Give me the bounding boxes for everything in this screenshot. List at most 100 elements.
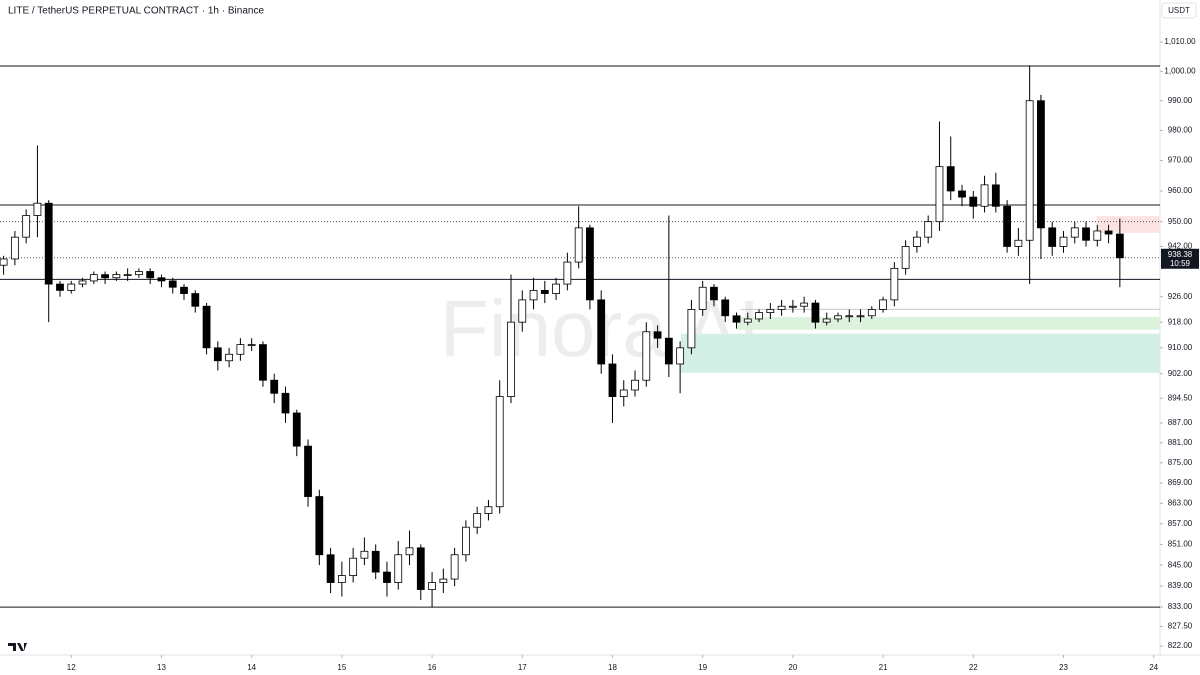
- candle-body: [89, 274, 98, 282]
- candle-body: [337, 575, 346, 583]
- x-tick-label: 13: [157, 663, 166, 672]
- candle-body: [123, 274, 132, 277]
- candle-body: [168, 280, 177, 288]
- candle-body: [1104, 230, 1113, 235]
- candle-body: [180, 286, 188, 294]
- y-tick-label: 970.00: [1168, 156, 1193, 165]
- candle-body: [597, 299, 606, 365]
- candle-body: [259, 344, 267, 381]
- last-price-box: [1161, 248, 1199, 269]
- x-tick-label: 17: [518, 663, 527, 672]
- candle-body: [619, 389, 628, 397]
- zone: [736, 317, 1160, 330]
- candle-body: [405, 547, 414, 556]
- candle-body: [552, 283, 560, 294]
- candle-body: [78, 280, 87, 285]
- y-tick-label: 851.00: [1168, 540, 1193, 549]
- candle-body: [710, 286, 718, 301]
- candle-body: [236, 344, 245, 355]
- candle-body: [991, 184, 1000, 207]
- candle-body: [1003, 205, 1012, 247]
- candle-body: [101, 274, 109, 279]
- chart-title: LITE / TetherUS PERPETUAL CONTRACT · 1h …: [8, 6, 264, 17]
- countdown: 10:59: [1170, 259, 1191, 268]
- candle-body: [315, 496, 324, 556]
- candle-body: [653, 331, 662, 339]
- candle-body: [879, 299, 887, 310]
- candle-body: [270, 379, 279, 394]
- candle-body: [1025, 100, 1034, 241]
- y-tick-label: 990.00: [1168, 96, 1193, 105]
- candle-body: [664, 337, 673, 365]
- candle-body: [755, 312, 763, 320]
- candle-body: [247, 344, 256, 347]
- candle-body: [901, 246, 910, 269]
- x-tick-label: 14: [247, 663, 256, 672]
- x-tick-label: 21: [879, 663, 888, 672]
- y-tick-label: 926.00: [1168, 292, 1193, 301]
- candle-body: [157, 277, 166, 282]
- candle-body: [225, 353, 234, 362]
- candle-body: [439, 578, 448, 583]
- candle-body: [958, 190, 966, 198]
- y-tick-label: 845.00: [1168, 560, 1193, 569]
- x-tick-label: 23: [1059, 663, 1068, 672]
- x-tick-label: 15: [337, 663, 346, 672]
- candle-body: [518, 299, 527, 323]
- candle-body: [777, 305, 786, 310]
- y-tick-label: 942.00: [1168, 242, 1193, 251]
- candle-body: [856, 315, 865, 318]
- candle-body: [10, 236, 19, 260]
- candle-body: [935, 166, 944, 223]
- y-tick-label: 960.00: [1168, 186, 1193, 195]
- candle-body: [766, 309, 775, 313]
- candle-body: [495, 396, 504, 508]
- candle-body: [450, 554, 459, 580]
- x-tick-label: 12: [67, 663, 76, 672]
- candle-body: [135, 271, 143, 276]
- last-price: 938.38: [1168, 250, 1193, 259]
- candle-body: [22, 215, 31, 238]
- x-tick-label: 19: [698, 663, 707, 672]
- candle-body: [800, 302, 809, 307]
- candle-body: [484, 506, 493, 514]
- candle-body: [890, 267, 899, 301]
- candle-body: [822, 318, 831, 323]
- candle-body: [349, 557, 358, 576]
- candle-body: [213, 347, 222, 362]
- tv-logo[interactable]: [8, 643, 27, 651]
- candle-body: [202, 305, 211, 349]
- logo-shape: [8, 643, 27, 651]
- candle-body: [473, 513, 482, 528]
- candle-body: [698, 286, 707, 310]
- candle-body: [631, 379, 639, 391]
- candle-body: [608, 363, 617, 397]
- candle-body: [146, 271, 155, 279]
- candle-body: [811, 302, 820, 323]
- y-tick-label: 863.00: [1168, 498, 1193, 507]
- candle-body: [360, 550, 369, 559]
- candle-body: [371, 550, 380, 573]
- candle-body: [292, 412, 301, 447]
- y-tick-label: 881.00: [1168, 438, 1193, 447]
- y-tick-label: 869.00: [1168, 478, 1193, 487]
- x-tick-label: 20: [788, 663, 797, 672]
- y-tick-label: 950.00: [1168, 217, 1193, 226]
- candle-body: [1070, 227, 1079, 238]
- candle-body: [529, 289, 538, 301]
- candle-body: [867, 309, 876, 317]
- zone: [1096, 216, 1160, 233]
- currency-box[interactable]: [1161, 2, 1197, 19]
- candle-body: [326, 554, 335, 583]
- currency[interactable]: USDT: [1168, 6, 1190, 15]
- candle-body: [834, 315, 842, 320]
- candle-body: [586, 227, 594, 301]
- candle-body: [969, 196, 978, 207]
- candle-body: [281, 392, 290, 414]
- candle-body: [540, 289, 549, 294]
- candle-body: [304, 445, 312, 497]
- candle-body: [191, 293, 200, 307]
- candle-body: [946, 166, 955, 192]
